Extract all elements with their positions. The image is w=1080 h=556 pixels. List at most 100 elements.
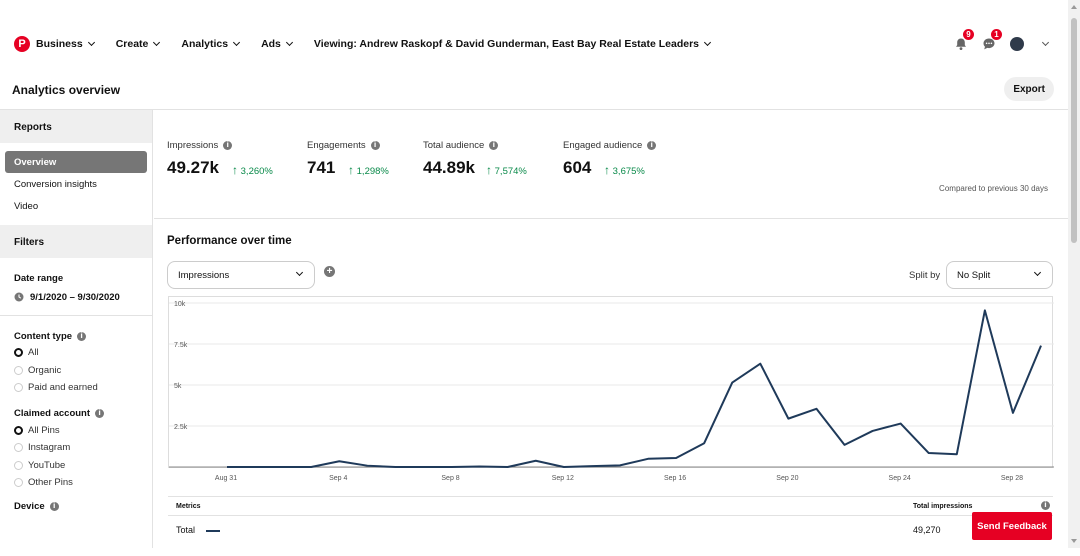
data-point[interactable] bbox=[842, 442, 848, 448]
nav-ads-label: Ads bbox=[261, 38, 281, 50]
send-feedback-button[interactable]: Send Feedback bbox=[972, 512, 1052, 540]
x-tick-label: Sep 20 bbox=[776, 475, 798, 482]
data-point[interactable] bbox=[757, 361, 763, 367]
y-tick-label: 7.5k bbox=[174, 342, 188, 349]
data-point[interactable] bbox=[729, 380, 735, 386]
metric-value: 604 bbox=[563, 158, 592, 177]
row-label-text: Total bbox=[176, 525, 196, 535]
scroll-up-icon[interactable] bbox=[1071, 5, 1077, 9]
metric-impressions: Impressions i 49.27k ↑ 3,260% bbox=[167, 140, 273, 177]
data-point[interactable] bbox=[926, 450, 932, 456]
content-type-option-organic[interactable]: Organic bbox=[0, 362, 152, 380]
pinterest-logo[interactable]: P bbox=[14, 36, 30, 52]
arrow-up-icon: ↑ bbox=[232, 163, 238, 177]
sidebar-item-conversion-insights[interactable]: Conversion insights bbox=[14, 178, 97, 190]
metric-change-value: 7,574% bbox=[494, 166, 527, 177]
scrollbar-thumb[interactable] bbox=[1071, 18, 1077, 243]
info-icon[interactable]: i bbox=[77, 331, 87, 341]
arrow-up-icon: ↑ bbox=[486, 163, 492, 177]
info-icon[interactable]: i bbox=[223, 141, 233, 150]
content-type-option-all[interactable]: All bbox=[0, 344, 152, 362]
info-icon[interactable]: i bbox=[647, 141, 657, 150]
data-point[interactable] bbox=[898, 421, 904, 427]
nav-right-icons: 9 1 bbox=[944, 29, 1056, 55]
x-tick-label: Sep 12 bbox=[552, 475, 574, 482]
sidebar-item-overview[interactable]: Overview bbox=[5, 151, 147, 173]
data-point[interactable] bbox=[701, 440, 707, 446]
data-point[interactable] bbox=[533, 458, 539, 464]
profile-button[interactable] bbox=[1006, 33, 1028, 55]
data-point[interactable] bbox=[1010, 410, 1016, 416]
split-select-value: No Split bbox=[957, 269, 991, 281]
data-point[interactable] bbox=[336, 458, 342, 464]
radio-label: Organic bbox=[28, 364, 62, 376]
data-point[interactable] bbox=[1038, 343, 1044, 349]
metric-total-audience: Total audience i 44.89k ↑ 7,574% bbox=[423, 140, 527, 177]
viewing-label: Viewing: Andrew Raskopf & David Gunderma… bbox=[313, 38, 700, 50]
metric-change: ↑ 7,574% bbox=[486, 163, 527, 177]
device-label-text: Device bbox=[14, 501, 45, 512]
chevron-down-icon bbox=[285, 38, 293, 47]
radio-label: Instagram bbox=[28, 442, 71, 454]
split-select[interactable]: No Split bbox=[946, 261, 1053, 289]
claimed-account-option-instagram[interactable]: Instagram bbox=[0, 439, 152, 457]
info-icon[interactable]: i bbox=[95, 409, 105, 418]
notifications-badge: 9 bbox=[963, 29, 974, 40]
data-point[interactable] bbox=[954, 451, 960, 457]
device-label: Device i bbox=[0, 500, 152, 514]
content-type-option-paid[interactable]: Paid and earned bbox=[0, 379, 152, 397]
info-icon[interactable]: i bbox=[489, 141, 499, 150]
info-icon[interactable]: i bbox=[1041, 501, 1050, 510]
messages-button[interactable]: 1 bbox=[978, 29, 1002, 55]
metric-label: Impressions i bbox=[167, 140, 233, 151]
nav-viewing-account[interactable]: Viewing: Andrew Raskopf & David Gunderma… bbox=[313, 38, 712, 50]
nav-business[interactable]: Business bbox=[36, 38, 95, 50]
title-bar: Analytics overview Export bbox=[0, 74, 1068, 110]
content-type-label: Content type i bbox=[0, 328, 152, 344]
scroll-down-icon[interactable] bbox=[1071, 539, 1077, 543]
metric-change-value: 1,298% bbox=[356, 166, 389, 177]
data-point[interactable] bbox=[785, 416, 791, 422]
reports-heading: Reports bbox=[0, 110, 152, 143]
nav-ads[interactable]: Ads bbox=[261, 38, 293, 50]
data-point[interactable] bbox=[870, 428, 876, 434]
radio-icon bbox=[14, 443, 23, 453]
metric-label-text: Impressions bbox=[167, 140, 219, 151]
data-point[interactable] bbox=[673, 455, 679, 461]
info-icon[interactable]: i bbox=[370, 141, 380, 150]
nav-analytics[interactable]: Analytics bbox=[181, 38, 241, 50]
metric-engaged-audience: Engaged audience i 604 ↑ 3,675% bbox=[563, 140, 657, 177]
comparison-note: Compared to previous 30 days bbox=[939, 184, 1048, 193]
scrollbar[interactable] bbox=[1068, 0, 1080, 548]
chevron-down-icon bbox=[233, 38, 241, 47]
radio-label: All bbox=[28, 347, 39, 359]
export-button[interactable]: Export bbox=[1004, 77, 1054, 101]
date-range-picker[interactable]: 9/1/2020 – 9/30/2020 bbox=[0, 286, 152, 308]
claimed-account-option-all-pins[interactable]: All Pins bbox=[0, 422, 152, 440]
radio-icon bbox=[14, 460, 23, 470]
sidebar-item-video[interactable]: Video bbox=[14, 200, 39, 212]
clock-icon bbox=[14, 292, 24, 302]
add-metric-button[interactable]: + bbox=[324, 266, 335, 277]
metric-engagements: Engagements i 741 ↑ 1,298% bbox=[307, 140, 389, 177]
notifications-button[interactable]: 9 bbox=[950, 29, 974, 55]
data-point[interactable] bbox=[982, 307, 988, 313]
y-tick-label: 5k bbox=[174, 383, 182, 390]
x-tick-label: Sep 24 bbox=[889, 475, 911, 482]
claimed-account-option-youtube[interactable]: YouTube bbox=[0, 457, 152, 475]
info-icon[interactable]: i bbox=[49, 502, 59, 511]
metric-change-value: 3,675% bbox=[612, 166, 645, 177]
nav-create[interactable]: Create bbox=[116, 38, 161, 50]
performance-title: Performance over time bbox=[167, 235, 292, 247]
claimed-account-option-other-pins[interactable]: Other Pins bbox=[0, 474, 152, 492]
metric-select[interactable]: Impressions bbox=[167, 261, 315, 289]
data-point[interactable] bbox=[645, 456, 651, 462]
messages-badge: 1 bbox=[991, 29, 1002, 40]
y-tick-label: 2.5k bbox=[174, 424, 188, 431]
data-point[interactable] bbox=[813, 406, 819, 412]
split-by-label: Split by bbox=[909, 270, 941, 281]
metric-value: 49.27k bbox=[167, 158, 219, 177]
account-menu-button[interactable] bbox=[1034, 33, 1056, 55]
metric-change-value: 3,260% bbox=[240, 166, 273, 177]
radio-selected-icon bbox=[14, 425, 23, 435]
